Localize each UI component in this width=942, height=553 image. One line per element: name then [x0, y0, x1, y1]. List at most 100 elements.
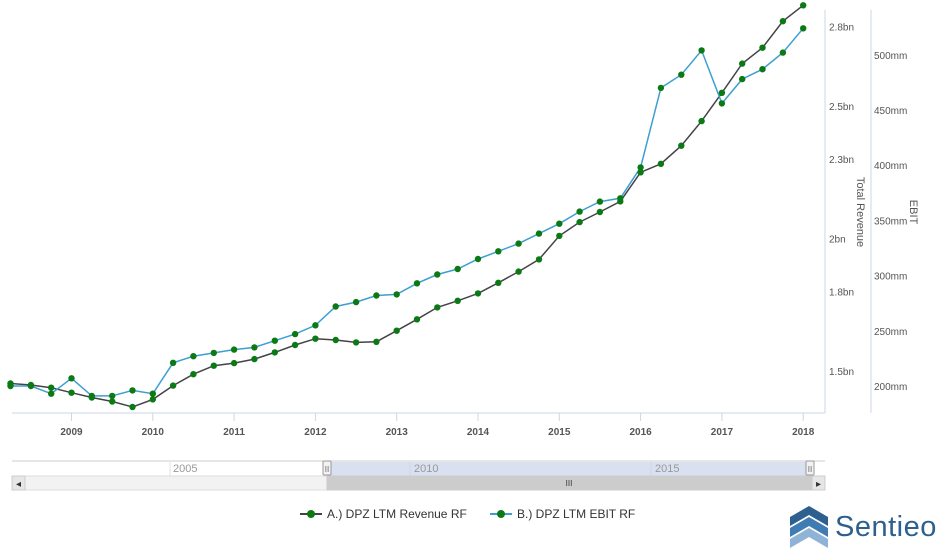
- data-point-revenue: [129, 403, 136, 411]
- data-point-ebit: [800, 25, 807, 32]
- data-point-revenue: [109, 398, 116, 405]
- scrollbar-left-button[interactable]: [11, 475, 26, 491]
- data-point-ebit: [230, 346, 238, 353]
- data-point-ebit: [332, 303, 339, 310]
- data-point-ebit: [759, 66, 766, 73]
- x-tick-label: 2009: [60, 427, 83, 438]
- data-point-revenue: [657, 160, 665, 167]
- navigator-right-handle-grip: II: [808, 465, 812, 474]
- data-point-ebit: [637, 164, 644, 171]
- data-point-revenue: [495, 279, 502, 286]
- scrollbar-thumb[interactable]: [326, 475, 812, 491]
- data-point-revenue: [230, 359, 238, 367]
- data-point-ebit: [169, 359, 177, 366]
- navigator-label-2015: 2015: [655, 463, 679, 475]
- data-point-revenue: [556, 232, 563, 240]
- y-tick-label-revenue: 1.5bn: [829, 367, 854, 378]
- data-point-revenue: [434, 304, 441, 311]
- y-axis-title-ebit: EBIT: [907, 200, 919, 225]
- data-point-revenue: [779, 18, 787, 25]
- legend-revenue-marker: [307, 510, 315, 518]
- data-point-ebit: [617, 195, 624, 202]
- x-tick-label: 2016: [629, 427, 652, 438]
- sentieo-logo-text: Sentieo: [835, 510, 937, 543]
- data-point-ebit: [210, 349, 217, 357]
- data-point-revenue: [393, 327, 400, 334]
- data-point-revenue: [739, 60, 746, 67]
- series-lines: [7, 4, 804, 408]
- data-point-revenue: [800, 2, 807, 9]
- scrollbar[interactable]: III ◂ ▸: [11, 475, 826, 491]
- data-point-revenue: [698, 117, 705, 125]
- data-point-revenue: [373, 338, 380, 345]
- legend: A.) DPZ LTM Revenue RF B.) DPZ LTM EBIT …: [0, 503, 942, 525]
- data-point-ebit: [129, 387, 136, 394]
- data-point-ebit: [88, 392, 96, 400]
- y-tick-label-revenue: 2.5bn: [829, 102, 854, 113]
- x-tick-label: 2013: [386, 427, 409, 438]
- x-tick-label: 2011: [223, 427, 245, 438]
- data-point-ebit: [27, 382, 35, 390]
- data-point-revenue: [474, 290, 482, 297]
- data-point-ebit: [535, 230, 543, 237]
- navigator[interactable]: 2005 2010 2015 II II: [12, 460, 825, 476]
- y-tick-label-revenue: 2.8bn: [829, 23, 854, 34]
- data-point-ebit: [7, 382, 14, 390]
- scrollbar-right-button[interactable]: [811, 475, 826, 491]
- data-point-ebit: [393, 291, 400, 298]
- navigator-selected-range[interactable]: [327, 462, 811, 476]
- data-point-ebit: [291, 330, 299, 338]
- legend-ebit-label: B.) DPZ LTM EBIT RF: [517, 507, 636, 521]
- data-point-ebit: [413, 280, 421, 287]
- navigator-left-handle-grip: II: [325, 465, 329, 474]
- x-tick-label: 2010: [142, 427, 165, 438]
- navigator-label-2005: 2005: [173, 463, 197, 475]
- data-point-ebit: [718, 100, 726, 107]
- data-point-ebit: [515, 240, 522, 247]
- x-tick-label: 2015: [548, 427, 571, 438]
- data-point-ebit: [352, 298, 360, 306]
- legend-ebit-symbol-icon: [490, 507, 512, 521]
- chart: 2009 2010 2011 2012 2013 2014 2015 2016 2017 2018…: [7, 2, 919, 491]
- navigator-left-handle[interactable]: II: [322, 460, 332, 476]
- data-point-revenue: [759, 44, 766, 51]
- data-point-revenue: [271, 349, 278, 356]
- legend-item-revenue[interactable]: A.) DPZ LTM Revenue RF: [300, 503, 467, 525]
- data-point-revenue: [68, 389, 75, 396]
- navigator-right-handle[interactable]: II: [805, 460, 815, 476]
- scrollbar-right-arrow-icon: ▸: [816, 479, 821, 490]
- y-tick-label-ebit: 250mm: [874, 327, 907, 338]
- data-point-revenue: [454, 297, 461, 304]
- y-tick-label-ebit: 350mm: [874, 216, 907, 227]
- data-point-revenue: [718, 89, 726, 97]
- navigator-label-2010: 2010: [414, 463, 438, 475]
- data-point-ebit: [678, 71, 685, 78]
- legend-item-ebit[interactable]: B.) DPZ LTM EBIT RF: [490, 503, 635, 525]
- data-point-ebit: [779, 49, 787, 56]
- sentieo-logo: Sentieo: [789, 504, 939, 550]
- x-tick-label: 2012: [304, 427, 327, 438]
- data-point-ebit: [495, 248, 502, 255]
- scrollbar-thumb-grip: III: [566, 479, 573, 488]
- data-point-revenue: [210, 362, 217, 369]
- data-point-revenue: [413, 316, 421, 323]
- data-point-ebit: [474, 255, 482, 263]
- y-axis-title-revenue: Total Revenue: [854, 177, 866, 247]
- legend-revenue-symbol-icon: [300, 507, 322, 521]
- scrollbar-left-arrow-icon: ◂: [16, 479, 21, 490]
- data-point-revenue: [515, 268, 522, 275]
- data-point-ebit: [149, 390, 156, 397]
- chart-axes: 2009 2010 2011 2012 2013 2014 2015 2016 2017 2018…: [12, 10, 919, 438]
- y-tick-label-revenue: 2bn: [829, 235, 846, 246]
- data-point-ebit: [312, 322, 319, 329]
- x-tick-label: 2018: [792, 427, 815, 438]
- data-point-revenue: [169, 382, 177, 389]
- data-point-revenue: [190, 371, 197, 378]
- data-point-ebit: [698, 47, 705, 54]
- y-tick-label-revenue: 1.8bn: [829, 288, 854, 299]
- series-points: [7, 2, 807, 411]
- data-point-ebit: [109, 392, 116, 400]
- legend-revenue-label: A.) DPZ LTM Revenue RF: [327, 507, 467, 521]
- y-tick-label-ebit: 300mm: [874, 272, 907, 283]
- data-point-ebit: [556, 220, 563, 227]
